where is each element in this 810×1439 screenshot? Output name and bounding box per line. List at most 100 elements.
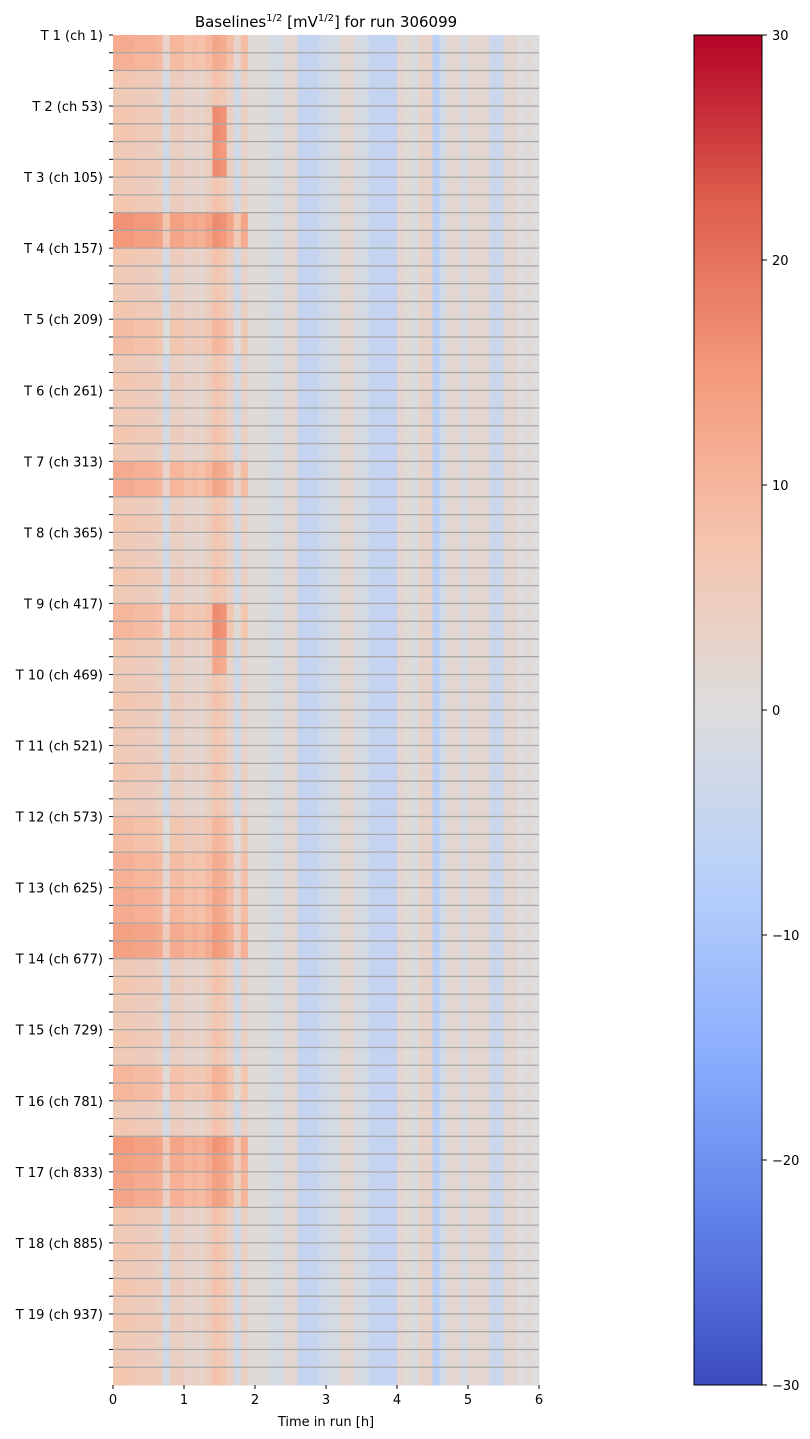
heatmap-cell	[255, 1296, 263, 1315]
heatmap-cell	[155, 887, 164, 906]
heatmap-cell	[446, 230, 455, 249]
heatmap-cell	[326, 212, 334, 231]
heatmap-cell	[283, 248, 291, 267]
heatmap-cell	[113, 603, 121, 622]
heatmap-cell	[127, 425, 135, 445]
heatmap-cell	[120, 1189, 128, 1208]
heatmap-cell	[262, 1118, 270, 1137]
heatmap-cell	[517, 638, 526, 658]
heatmap-cell	[489, 70, 497, 89]
heatmap-cell	[219, 123, 228, 143]
heatmap-cell	[439, 1011, 448, 1031]
heatmap-cell	[503, 621, 512, 640]
heatmap-cell	[510, 230, 519, 249]
heatmap-cell	[162, 834, 171, 853]
heatmap-cell	[326, 1136, 334, 1155]
heatmap-cell	[318, 1136, 327, 1155]
heatmap-cell	[475, 1331, 483, 1350]
heatmap-cell	[446, 408, 455, 427]
heatmap-cell	[148, 692, 157, 711]
heatmap-cell	[205, 319, 213, 338]
heatmap-cell	[226, 1047, 235, 1066]
heatmap-cell	[269, 319, 277, 338]
heatmap-cell	[475, 408, 483, 427]
heatmap-cell	[141, 1296, 149, 1315]
heatmap-cell	[162, 52, 171, 72]
heatmap-cell	[326, 958, 334, 977]
heatmap-cell	[468, 1331, 476, 1350]
heatmap-cell	[304, 230, 313, 249]
heatmap-cell	[290, 692, 299, 711]
heatmap-cell	[219, 106, 228, 125]
heatmap-cell	[503, 1367, 512, 1386]
heatmap-cell	[361, 479, 370, 498]
heatmap-cell	[304, 1260, 313, 1279]
heatmap-cell	[120, 940, 128, 960]
heatmap-cell	[382, 692, 391, 711]
heatmap-cell	[460, 532, 469, 551]
heatmap-cell	[354, 52, 362, 72]
heatmap-cell	[148, 1349, 157, 1368]
heatmap-cell	[468, 319, 476, 338]
heatmap-cell	[382, 408, 391, 427]
heatmap-cell	[255, 283, 263, 302]
heatmap-cell	[432, 656, 441, 675]
heatmap-cell	[233, 479, 242, 498]
heatmap-cell	[255, 674, 263, 693]
heatmap-cell	[340, 496, 348, 516]
heatmap-cell	[468, 745, 476, 764]
heatmap-cell	[524, 763, 533, 782]
heatmap-cell	[418, 1029, 426, 1048]
heatmap-cell	[397, 976, 405, 995]
heatmap-cell	[475, 1083, 483, 1102]
heatmap-cell	[475, 1242, 483, 1262]
heatmap-cell	[489, 585, 497, 604]
heatmap-cell	[240, 1367, 249, 1386]
heatmap-cell	[382, 656, 391, 675]
heatmap-cell	[524, 443, 533, 462]
heatmap-cell	[127, 816, 135, 835]
heatmap-cell	[333, 1100, 341, 1120]
heatmap-cell	[120, 52, 128, 72]
heatmap-cell	[340, 408, 348, 427]
heatmap-cell	[404, 372, 412, 391]
heatmap-cell	[148, 1260, 157, 1279]
heatmap-cell	[226, 674, 235, 693]
heatmap-cell	[304, 710, 313, 729]
heatmap-cell	[361, 194, 370, 214]
heatmap-cell	[382, 212, 391, 231]
heatmap-cell	[510, 123, 519, 143]
heatmap-cell	[496, 621, 504, 640]
heatmap-cell	[290, 1100, 299, 1120]
heatmap-cell	[354, 869, 362, 889]
heatmap-cell	[141, 425, 149, 445]
heatmap-cell	[240, 408, 249, 427]
heatmap-cell	[439, 248, 448, 267]
heatmap-cell	[176, 905, 185, 924]
heatmap-cell	[496, 887, 504, 906]
heatmap-cell	[240, 1313, 249, 1333]
heatmap-cell	[212, 656, 220, 675]
heatmap-cell	[475, 745, 483, 764]
heatmap-cell	[361, 461, 370, 480]
heatmap-cell	[127, 887, 135, 906]
heatmap-cell	[148, 621, 157, 640]
heatmap-cell	[482, 88, 490, 107]
heatmap-cell	[368, 443, 377, 462]
heatmap-cell	[389, 1189, 398, 1208]
heatmap-cell	[276, 567, 284, 587]
heatmap-cell	[531, 585, 540, 604]
heatmap-cell	[141, 692, 149, 711]
heatmap-cell	[397, 88, 405, 107]
heatmap-cell	[176, 1349, 185, 1368]
heatmap-cell	[162, 1367, 171, 1386]
heatmap-cell	[531, 852, 540, 871]
heatmap-cell	[368, 692, 377, 711]
heatmap-cell	[247, 887, 256, 906]
heatmap-cell	[247, 319, 256, 338]
heatmap-cell	[205, 550, 213, 569]
heatmap-cell	[191, 798, 199, 818]
heatmap-cell	[333, 656, 341, 675]
heatmap-cell	[347, 283, 355, 302]
heatmap-cell	[212, 88, 220, 107]
